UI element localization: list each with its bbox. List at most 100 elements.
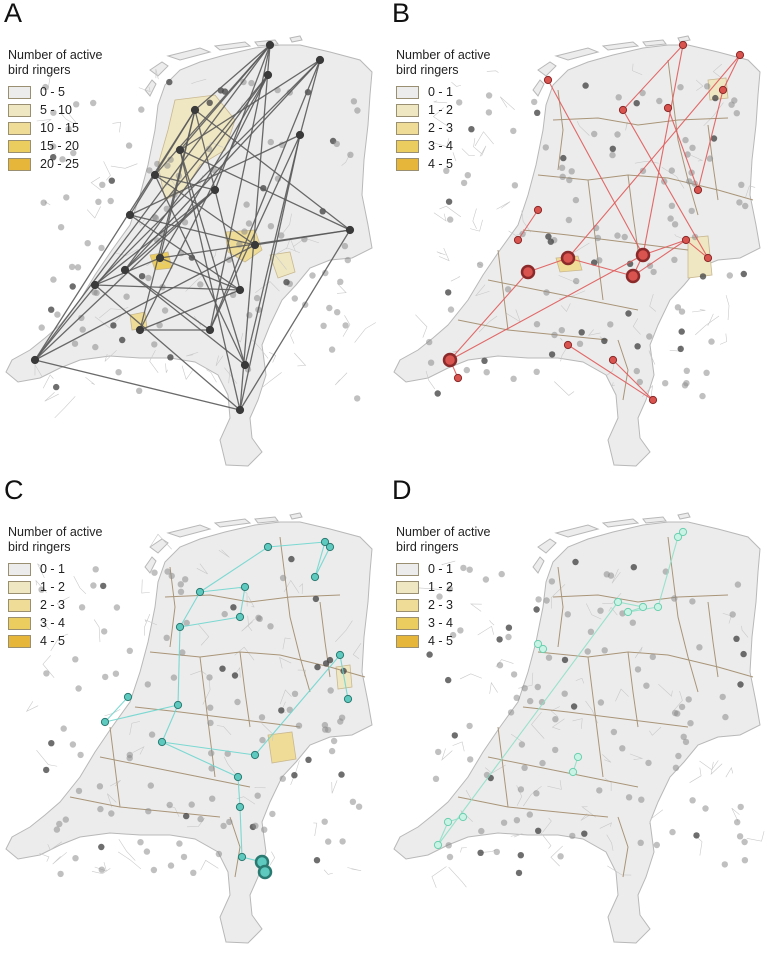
legend-swatch — [396, 103, 419, 117]
ringer-location-dot — [708, 338, 715, 345]
ringer-location-dot — [633, 367, 640, 375]
municipality-border — [710, 761, 723, 775]
legend-swatch — [8, 616, 31, 630]
legend-item: 3 - 4 — [8, 614, 102, 632]
recovery-connection-line — [154, 44, 271, 176]
recovery-connection-line — [194, 109, 241, 291]
ringer-location-dot — [517, 786, 525, 793]
ringer-location-dot — [578, 329, 585, 336]
connected-ringer-node — [240, 360, 250, 370]
ringer-location-dot — [671, 221, 679, 228]
legend-title-line: Number of active — [8, 48, 103, 62]
ringer-location-dot — [596, 257, 603, 264]
ringer-location-dot — [671, 595, 678, 602]
connected-ringer-node — [30, 355, 40, 365]
connected-ringer-node — [233, 772, 243, 782]
legend-title-line: Number of active — [396, 525, 491, 539]
ringer-location-dot — [678, 328, 685, 335]
ringer-location-dot — [98, 866, 106, 873]
ringer-location-dot — [245, 220, 253, 227]
ringer-location-dot — [126, 754, 133, 762]
ringer-location-dot — [314, 663, 321, 671]
municipality-border — [279, 657, 292, 669]
recovery-connection-line — [239, 586, 246, 618]
ringer-location-dot — [548, 578, 556, 585]
island-shape — [642, 39, 667, 47]
ringer-location-dot — [48, 740, 55, 747]
ringer-location-dot — [426, 338, 433, 346]
ringer-location-dot — [150, 866, 158, 874]
ringer-location-dot — [678, 308, 686, 315]
ringer-location-dot — [57, 224, 65, 231]
connected-ringer-node — [718, 85, 728, 95]
recovery-connection-line — [642, 239, 687, 256]
municipality-border — [436, 251, 446, 256]
island-shape — [554, 524, 600, 538]
municipality-border — [186, 351, 199, 357]
ringer-location-dot — [72, 855, 79, 862]
ringer-location-dot — [69, 741, 77, 748]
connected-ringer-node — [310, 572, 320, 582]
connected-ringer-node — [235, 285, 245, 295]
recovery-connection-line — [339, 654, 349, 700]
legend-item: 4 - 5 — [8, 632, 102, 650]
ringer-location-dot — [521, 764, 528, 771]
municipality-border — [50, 633, 69, 652]
connected-ringer-node — [703, 253, 713, 263]
ringer-location-dot — [581, 830, 588, 837]
ringer-location-dot — [71, 340, 79, 347]
ringer-location-dot — [320, 322, 327, 329]
ringer-location-dot — [334, 309, 341, 316]
ringer-location-dot — [572, 558, 579, 566]
ringer-location-dot — [224, 750, 231, 757]
ringer-location-dot — [671, 256, 678, 263]
ringer-location-dot — [626, 260, 634, 267]
netherlands-map — [393, 512, 765, 944]
ringer-location-dot — [340, 667, 347, 675]
ringer-location-dot — [629, 619, 636, 626]
municipality-border — [68, 113, 77, 124]
province-border — [149, 651, 366, 678]
ringer-location-dot — [460, 179, 468, 187]
ringer-location-dot — [638, 796, 645, 803]
legend-label: 0 - 1 — [40, 561, 66, 576]
ringer-location-dot — [108, 177, 116, 184]
recovery-connection-line — [449, 254, 644, 361]
connected-ringer-node — [735, 50, 745, 60]
municipality-border — [129, 721, 140, 735]
ringer-location-dot — [704, 83, 711, 90]
municipality-border — [52, 852, 67, 865]
ringer-location-dot — [305, 756, 312, 763]
municipality-border — [196, 563, 208, 575]
municipality-border — [479, 145, 487, 157]
municipality-border — [439, 205, 462, 218]
ringer-location-dot — [219, 665, 226, 672]
ringer-location-dot — [207, 704, 214, 711]
ringer-location-dot — [50, 276, 57, 283]
recovery-connection-line — [179, 591, 201, 628]
municipality-border — [474, 131, 494, 147]
recovery-connection-line — [94, 189, 216, 286]
recovery-connection-line — [129, 134, 301, 216]
ringer-location-dot — [43, 670, 50, 677]
ringer-location-dot — [278, 232, 285, 239]
municipality-border — [725, 295, 730, 321]
ringer-location-dot — [54, 311, 61, 318]
island-shape — [144, 556, 157, 574]
connected-ringer-node — [250, 240, 260, 250]
legend-label: 2 - 3 — [428, 120, 454, 135]
ringer-location-dot — [703, 369, 710, 376]
ringer-location-dot — [148, 731, 156, 738]
connected-ringer-node — [513, 235, 523, 245]
connected-ringer-node — [195, 587, 205, 597]
ringer-location-dot — [722, 713, 729, 721]
ringer-location-dot — [60, 725, 67, 732]
legend-item: 2 - 3 — [396, 596, 490, 614]
ringer-location-dot — [719, 693, 726, 701]
municipality-border — [448, 866, 467, 888]
municipality-border — [432, 107, 448, 127]
ringer-density-region — [267, 731, 297, 764]
recovery-connection-line — [94, 284, 241, 411]
ringer-location-dot — [295, 722, 303, 729]
ringer-location-dot — [234, 698, 241, 706]
